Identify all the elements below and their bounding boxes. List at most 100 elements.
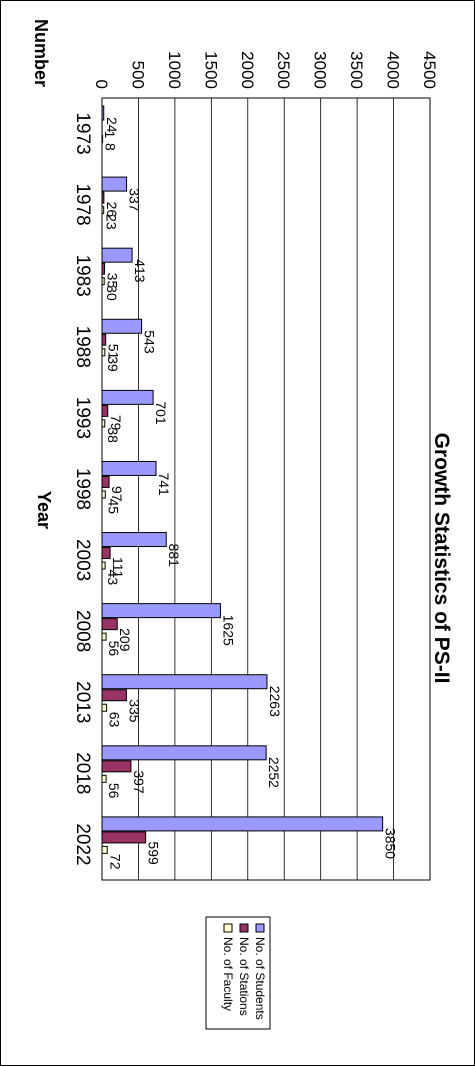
bar	[101, 674, 268, 690]
data-label: 45	[105, 498, 121, 514]
data-label: 30	[104, 285, 120, 301]
bar	[101, 348, 106, 357]
x-tick-label: 3500	[347, 51, 366, 89]
bar	[101, 318, 143, 334]
data-label: 2263	[267, 686, 283, 717]
bars	[101, 105, 384, 854]
data-label: 97	[109, 486, 125, 502]
category-label: 2013	[72, 681, 93, 723]
bar	[101, 561, 106, 570]
x-tick-label: 2500	[274, 51, 293, 89]
bar	[101, 532, 167, 548]
data-label: 35	[105, 273, 121, 289]
data-label: 23	[104, 214, 120, 230]
bar	[101, 191, 105, 204]
data-label: 3850	[383, 828, 399, 859]
legend-box	[205, 916, 271, 1030]
x-tick-label: 3000	[311, 51, 330, 89]
data-label: 2252	[266, 757, 282, 788]
data-label: 881	[166, 544, 182, 568]
data-label: 38	[105, 427, 121, 443]
legend-swatch	[239, 923, 249, 933]
data-label: 43	[105, 570, 121, 586]
data-label: 26	[104, 202, 120, 218]
data-label: 543	[142, 330, 158, 354]
data-label: 337	[127, 188, 143, 212]
legend-swatch	[255, 923, 265, 933]
data-label: 63	[107, 712, 123, 728]
plot-border	[101, 97, 431, 881]
bar	[101, 404, 109, 417]
data-label: 701	[153, 401, 169, 425]
data-label: 79	[108, 415, 124, 431]
category-label: 2003	[72, 539, 93, 581]
data-label: 209	[117, 628, 133, 652]
bar	[101, 389, 154, 405]
data-label: 111	[110, 557, 126, 578]
bar	[101, 490, 106, 499]
bar	[101, 475, 110, 488]
category-label: 1983	[72, 255, 93, 297]
bar	[101, 206, 105, 215]
data-label: 24	[104, 117, 120, 133]
bar	[101, 460, 157, 476]
category-label: 2022	[72, 823, 93, 865]
legend-label: No. of Stations	[237, 937, 251, 1016]
bar	[101, 703, 108, 712]
category-label: 1988	[72, 326, 93, 368]
category-label: 1993	[72, 397, 93, 439]
data-label: 39	[105, 356, 121, 372]
x-axis-title: Number	[31, 19, 51, 87]
data-label: 56	[106, 641, 122, 657]
x-tick-label: 1500	[201, 51, 220, 89]
x-tick-label: 2000	[238, 51, 257, 89]
bar	[101, 176, 128, 192]
bar	[101, 247, 133, 263]
bar	[101, 831, 147, 844]
x-tick-label: 0	[92, 80, 111, 89]
bar	[101, 262, 106, 275]
data-label: 397	[131, 770, 147, 794]
x-axis-ticks: 0 500 1000 1500 2000 2500 3000 3500 4000 4500	[92, 51, 439, 89]
legend-label: No. of Faculty	[221, 937, 235, 1011]
bar	[101, 816, 384, 832]
bar	[101, 135, 104, 143]
category-label: 1998	[72, 468, 93, 510]
bar	[101, 760, 132, 773]
bar	[101, 618, 118, 631]
bar	[101, 333, 107, 346]
bar	[101, 419, 106, 428]
category-label: 2018	[72, 752, 93, 794]
category-label: 2008	[72, 610, 93, 652]
bar	[101, 547, 111, 560]
data-label: 1625	[220, 615, 236, 646]
data-label: 56	[106, 783, 122, 799]
bar	[101, 603, 221, 619]
x-tick-label: 500	[128, 61, 147, 89]
category-label: 1978	[72, 183, 93, 225]
bar	[101, 689, 127, 702]
data-label: 413	[132, 259, 148, 283]
data-label: 1	[102, 131, 118, 139]
chart-title: Growth Statistics of PS-II	[430, 433, 453, 684]
data-label: 599	[146, 841, 162, 865]
bar	[101, 774, 107, 783]
data-label: 335	[126, 699, 142, 723]
bar	[101, 105, 105, 121]
data-label: 72	[107, 854, 123, 870]
category-label: 1973	[72, 112, 93, 154]
bar	[101, 632, 107, 641]
x-tick-label: 4500	[420, 51, 439, 89]
y-axis-title: Year	[34, 491, 54, 529]
y-axis-categories: 1973 1978 1983 1988 1993 1998 2003 2008 2013 2018…	[72, 112, 93, 865]
data-label: 51	[106, 344, 122, 360]
legend-swatch	[223, 923, 233, 933]
bar	[101, 277, 105, 286]
bar	[101, 845, 108, 854]
data-label: 8	[103, 143, 119, 151]
bar	[101, 745, 267, 761]
x-tick-label: 1000	[165, 51, 184, 89]
